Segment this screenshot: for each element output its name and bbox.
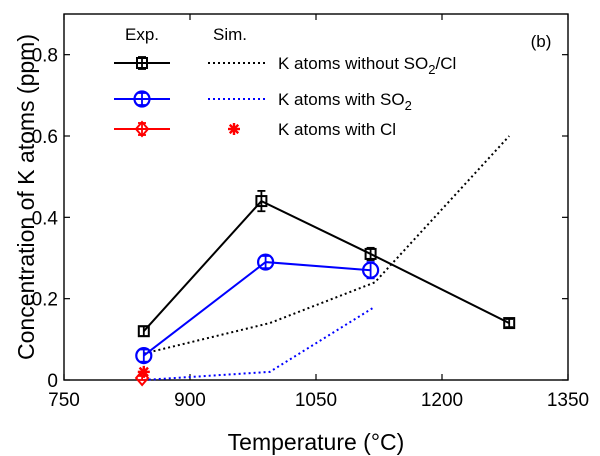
legend-exp-marker: [136, 57, 148, 69]
legend-sim-header: Sim.: [213, 25, 247, 44]
exp-point: [364, 247, 377, 260]
x-tick-label: 1200: [421, 390, 463, 411]
series-1: [135, 253, 380, 381]
x-axis-label: Temperature (°C): [228, 429, 405, 455]
y-tick-label: 0.4: [32, 208, 59, 229]
y-tick-label: 0.8: [32, 46, 58, 67]
exp-point: [134, 369, 150, 387]
sim-line: [143, 305, 376, 381]
x-axis-label-text: Temperature (°C): [228, 429, 405, 455]
y-tick-label: 0.2: [32, 290, 58, 311]
exp-line: [143, 261, 371, 357]
x-tick-label: 1350: [547, 390, 589, 411]
legend-label: K atoms with SO2: [278, 90, 412, 113]
series-0: [137, 135, 516, 355]
legend-exp-header: Exp.: [125, 25, 159, 44]
error-bar: [139, 348, 148, 363]
exp-point: [503, 317, 516, 330]
exp-point: [362, 261, 380, 279]
legend-item-2: K atoms with Cl: [114, 120, 396, 139]
sim-line: [143, 135, 510, 355]
exp-point: [137, 325, 150, 338]
exp-point: [255, 195, 268, 208]
y-axis-label: Concentration of K atoms (ppm): [13, 34, 39, 360]
legend: Exp. Sim. K atoms without SO2/Cl K atoms wi…: [114, 25, 456, 139]
x-tick-label: 1050: [295, 390, 337, 411]
y-tick-label: 0: [47, 371, 58, 392]
x-tick-label: 900: [174, 390, 206, 411]
error-bar: [257, 189, 266, 213]
panel-label: (b): [531, 32, 552, 51]
legend-exp-marker: [133, 90, 151, 108]
legend-sim-marker: [228, 123, 240, 135]
y-tick-label: 0.6: [32, 127, 58, 148]
axis-ticks: 750 900 1050 1200 1350 0 0.2 0.4 0.6 0.8: [32, 14, 589, 411]
legend-item-0: K atoms without SO2/Cl: [114, 54, 456, 77]
legend-exp-marker: [134, 120, 150, 138]
error-bar: [505, 318, 514, 329]
exp-line: [143, 199, 510, 332]
legend-label: K atoms without SO2/Cl: [278, 54, 456, 77]
exp-point: [257, 253, 275, 271]
legend-item-1: K atoms with SO2: [114, 90, 412, 113]
exp-point: [135, 347, 153, 365]
legend-label: K atoms with Cl: [278, 120, 396, 139]
series-layer: [134, 135, 516, 387]
series-2: [134, 365, 150, 387]
error-bar: [138, 375, 147, 381]
x-tick-label: 750: [48, 390, 80, 411]
